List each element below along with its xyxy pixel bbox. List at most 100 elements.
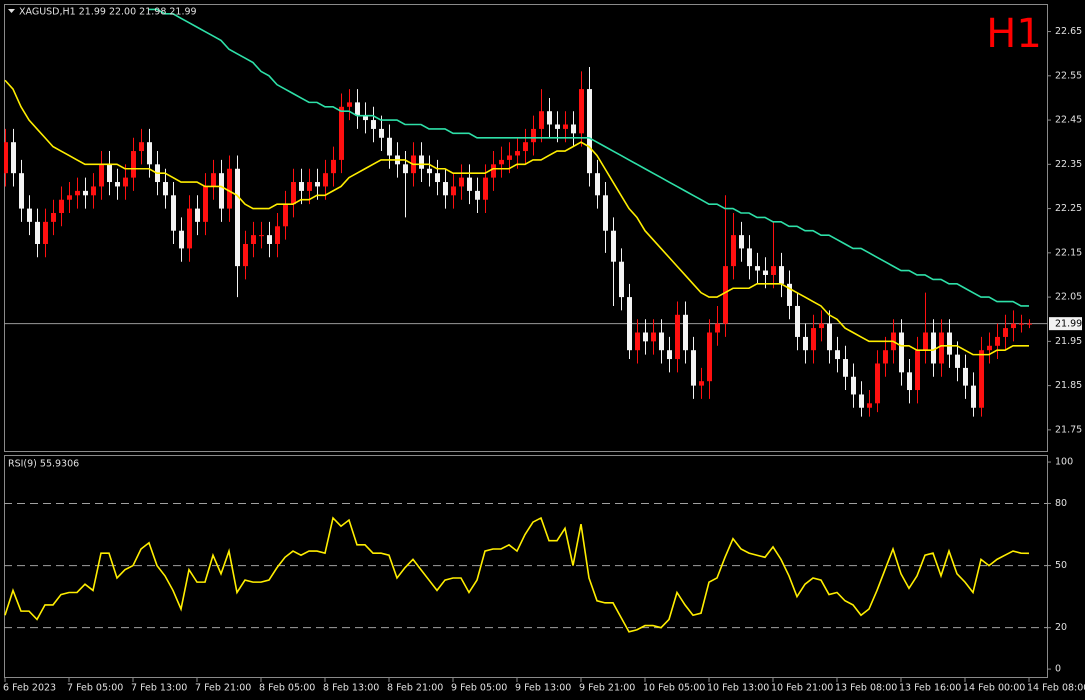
candle-body (403, 164, 408, 174)
candle-body (491, 164, 496, 178)
candle-body (315, 182, 320, 187)
candle-body (923, 332, 928, 351)
candle-body (779, 266, 784, 284)
y-tick-label: 21.95 (1055, 336, 1082, 347)
rsi-panel (4, 455, 1048, 678)
candle-body (51, 213, 56, 222)
candle-body (187, 208, 192, 249)
candle-body (963, 367, 968, 386)
candle-body (1003, 328, 1008, 337)
candle-body (555, 124, 560, 129)
candle-body (643, 332, 648, 342)
x-tick-label: 10 Feb 13:00 (707, 683, 769, 694)
candle-body (979, 350, 984, 408)
candle-body (899, 332, 904, 373)
candle-body (787, 283, 792, 306)
candle-body (59, 199, 64, 214)
candle-body (291, 182, 296, 205)
candle-body (451, 186, 456, 196)
candle-body (211, 173, 216, 187)
candle-body (219, 173, 224, 209)
candle-body (539, 111, 544, 129)
candle-body (771, 266, 776, 275)
candle-body (251, 235, 256, 244)
candle-body (867, 403, 872, 408)
symbol-header: XAGUSD,H1 21.99 22.00 21.98 21.99 (19, 7, 197, 18)
candle-body (459, 177, 464, 187)
x-tick-label: 14 Feb 08:00 (1027, 683, 1085, 694)
candle-body (363, 115, 368, 121)
candle-body (827, 323, 832, 351)
candle-body (27, 208, 32, 222)
x-tick-label: 9 Feb 21:00 (579, 683, 635, 694)
x-tick-label: 8 Feb 05:00 (259, 683, 315, 694)
candle-body (995, 336, 1000, 346)
x-tick-label: 9 Feb 13:00 (515, 683, 571, 694)
y-tick-label: 22.05 (1055, 292, 1082, 303)
x-tick-label: 6 Feb 2023 (3, 683, 56, 694)
candle-body (635, 332, 640, 351)
candle-body (435, 173, 440, 183)
candle-body (715, 323, 720, 333)
candle-body (275, 226, 280, 244)
candle-body (619, 261, 624, 298)
candle-body (835, 350, 840, 360)
candle-body (515, 151, 520, 156)
menu-arrow[interactable] (8, 9, 15, 13)
x-tick-label: 13 Feb 08:00 (835, 683, 897, 694)
candle-body (443, 182, 448, 196)
y-tick-label: 22.25 (1055, 203, 1082, 214)
candle-body (347, 102, 352, 107)
candle-body (147, 142, 152, 165)
candle-body (523, 142, 528, 152)
candle-body (475, 190, 480, 200)
x-tick-label: 8 Feb 21:00 (387, 683, 443, 694)
candle-body (907, 372, 912, 391)
candle-body (531, 128, 536, 143)
x-tick-label: 7 Feb 21:00 (195, 683, 251, 694)
timeframe-label: H1 (986, 11, 1042, 57)
candle-body (739, 235, 744, 249)
candle-body (851, 376, 856, 395)
candle-body (283, 204, 288, 227)
candle-body (971, 385, 976, 408)
y-tick-label: 22.45 (1055, 115, 1082, 126)
y-tick-label: 21.75 (1055, 424, 1082, 435)
candle-body (35, 221, 40, 244)
y-tick-label: 80 (1055, 498, 1067, 509)
candle-body (299, 182, 304, 191)
candle-body (667, 350, 672, 360)
rsi-line (4, 516, 1030, 633)
candle-body (307, 182, 312, 191)
candle-body (651, 332, 656, 342)
candle-body (483, 177, 488, 200)
x-tick-label: 14 Feb 00:00 (963, 683, 1025, 694)
x-tick-label: 10 Feb 21:00 (771, 683, 833, 694)
candle-body (731, 235, 736, 267)
price-plot (4, 8, 1048, 417)
y-tick-label: 22.65 (1055, 26, 1082, 37)
candle-body (259, 235, 264, 237)
candle-body (227, 168, 232, 209)
candle-body (755, 266, 760, 271)
candle-body (379, 128, 384, 138)
candle-body (563, 124, 568, 129)
y-tick-label: 22.35 (1055, 159, 1082, 170)
y-tick-label: 22.55 (1055, 70, 1082, 81)
candle-body (267, 235, 272, 244)
candle-body (171, 195, 176, 231)
candle-body (931, 332, 936, 364)
candle-body (659, 332, 664, 351)
candle-body (131, 151, 136, 178)
axes: 22.65 22.55 22.45 22.35 22.25 22.15 22.05 21.95… (3, 26, 1085, 693)
y-tick-label: 0 (1055, 664, 1061, 675)
candle-body (955, 354, 960, 368)
candle-body (243, 243, 248, 267)
candle-body (843, 359, 848, 377)
candle-body (339, 106, 344, 160)
last-price-box (1049, 317, 1082, 331)
candle-body (683, 314, 688, 351)
candle-body (811, 328, 816, 351)
candle-body (723, 266, 728, 324)
candle-body (875, 363, 880, 404)
